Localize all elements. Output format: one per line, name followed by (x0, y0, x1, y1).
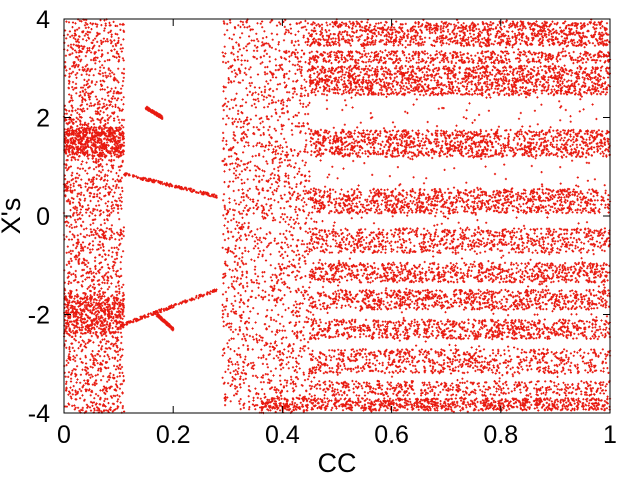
y-tick-label: -2 (28, 302, 50, 330)
x-tick-label: 0.4 (265, 421, 300, 449)
y-tick-label: 4 (36, 6, 50, 34)
x-tick-label: 0.6 (374, 421, 409, 449)
y-tick-label: -4 (28, 400, 50, 428)
x-tick-label: 0.8 (483, 421, 518, 449)
y-tick-label: 0 (36, 203, 50, 231)
x-axis-label: CC (318, 448, 357, 478)
y-tick-label: 2 (36, 105, 50, 133)
scatter-points (62, 18, 612, 415)
x-tick-label: 1 (603, 421, 617, 449)
x-tick-label: 0 (57, 421, 71, 449)
data-points (62, 18, 612, 415)
axis-ticks: 0 0.2 0.4 0.6 0.8 1 -4 -2 0 2 4 (28, 6, 617, 449)
x-tick-label: 0.2 (156, 421, 191, 449)
y-axis-label: X's (0, 198, 26, 235)
